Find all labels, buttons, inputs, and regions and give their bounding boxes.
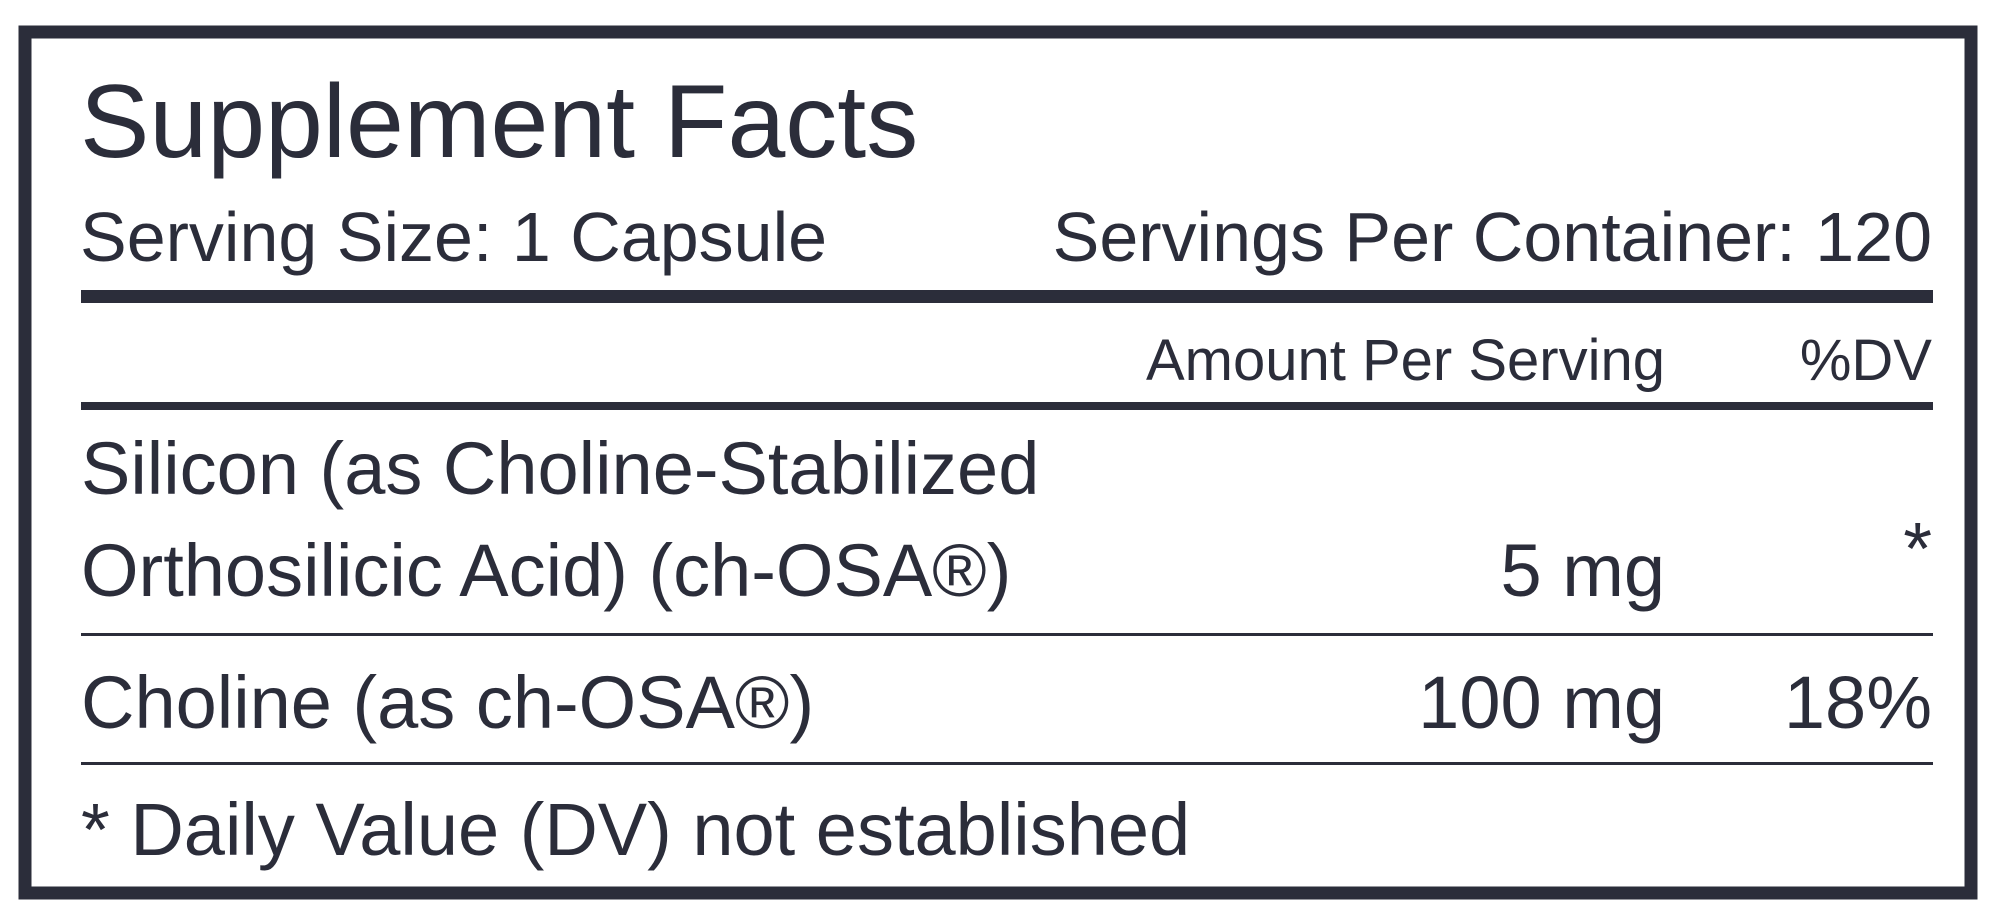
servings-per-container: Servings Per Container: 120 [1053, 198, 1932, 276]
thin-rule [81, 633, 1933, 636]
ingredient-name: Silicon (as Choline-Stabilized [81, 427, 1039, 510]
title: Supplement Facts [80, 64, 918, 180]
column-header: Amount Per Serving [1146, 328, 1665, 393]
amount: 100 mg [1418, 661, 1665, 744]
thick-rule [81, 290, 1933, 303]
daily-value: 18% [1784, 661, 1932, 744]
thin-rule [81, 762, 1933, 765]
daily-value: * [1903, 507, 1932, 590]
medium-rule [81, 402, 1933, 410]
column-header: %DV [1800, 328, 1932, 393]
amount: 5 mg [1500, 529, 1665, 612]
serving-size: Serving Size: 1 Capsule [80, 198, 827, 276]
ingredient-name: Orthosilicic Acid) (ch-OSA®) [81, 529, 1011, 612]
panel-border [18, 25, 1978, 900]
ingredient-name: Choline (as ch-OSA®) [81, 661, 814, 744]
footnote: * Daily Value (DV) not established [81, 788, 1190, 871]
